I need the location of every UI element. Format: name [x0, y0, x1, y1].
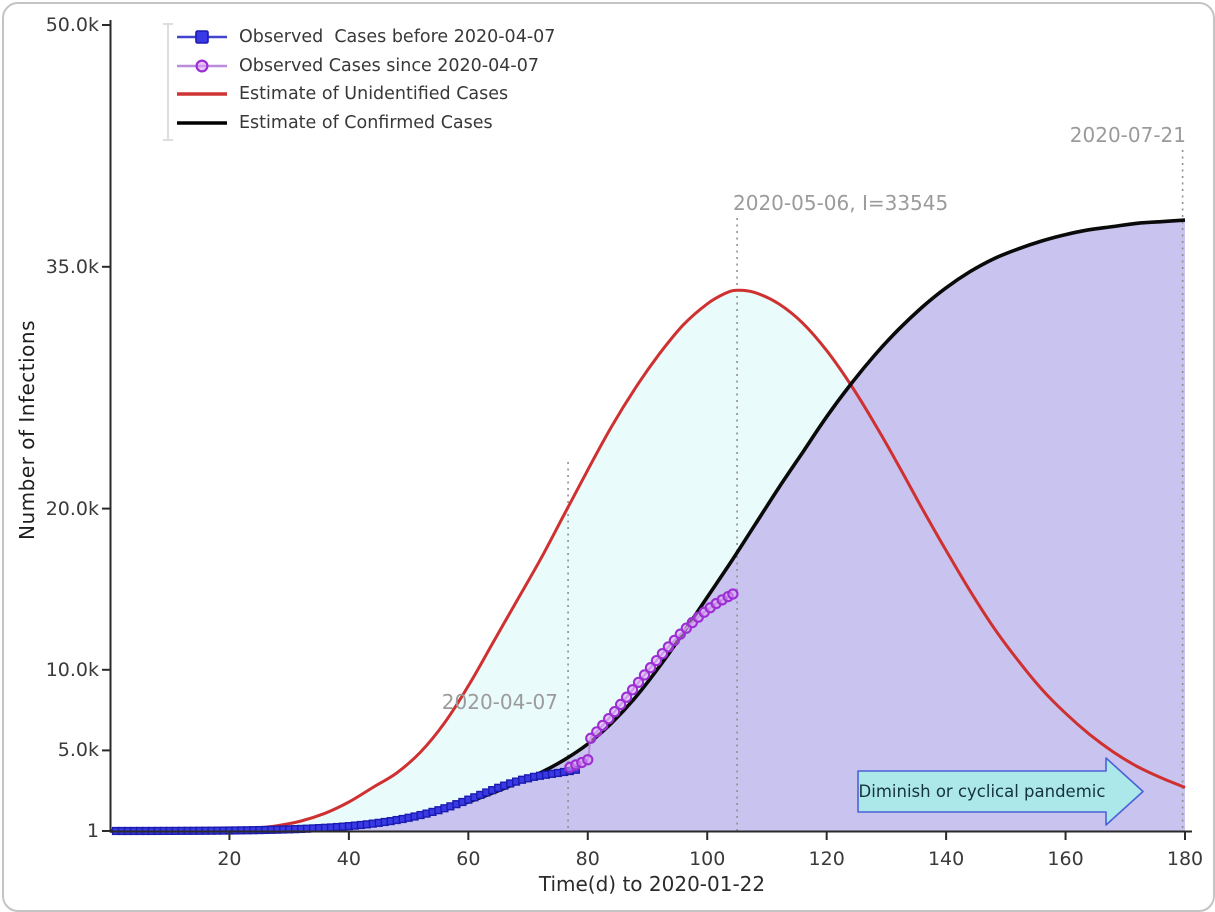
observed-since-series-marker — [609, 706, 621, 718]
legend-guide-cap-top — [163, 23, 173, 25]
y-tick-label-10.0k: 10.0k — [45, 658, 99, 681]
legend-sample-3 — [177, 121, 227, 125]
observed-since-series-marker — [597, 719, 609, 732]
x-tick-label-120: 120 — [808, 848, 845, 870]
x-tick-label-80: 80 — [575, 848, 600, 870]
observed-since-series-marker — [727, 588, 739, 600]
legend-sample-0 — [177, 30, 227, 45]
observed-since-series-marker — [644, 662, 657, 674]
legend-label-2: Estimate of Unidentified Cases — [239, 84, 509, 105]
annotation-2020-04-07: 2020-04-07 — [441, 690, 558, 714]
legend-guide-line — [167, 23, 169, 141]
observed-since-series-marker — [632, 676, 645, 689]
legend-sample-2 — [177, 92, 227, 97]
observed-since-series-marker — [582, 754, 594, 766]
observed-since-series-marker — [603, 712, 615, 725]
diminish-arrow — [857, 757, 1144, 826]
fill-under-confirmed — [110, 220, 1185, 832]
x-tick-label-100: 100 — [689, 848, 726, 870]
y-tick-label-20.0k: 20.0k — [45, 497, 99, 520]
x-tick-label-20: 20 — [217, 848, 242, 870]
legend-entry-2: Estimate of Unidentified Cases — [176, 80, 555, 109]
legend-guide-cap-bottom — [163, 139, 173, 141]
legend-label-1: Observed Cases since 2020-04-07 — [239, 55, 539, 76]
x-tick-label-40: 40 — [336, 848, 361, 870]
annotation-2020-05-06-peak: 2020-05-06, I=33545 — [733, 191, 949, 215]
x-tick-label-160: 160 — [1047, 848, 1084, 870]
observed-since-series-marker — [620, 691, 633, 703]
unidentified-cases-curve — [109, 288, 1186, 833]
legend-entry-3: Estimate of Confirmed Cases — [176, 109, 555, 138]
observed-since-series-marker — [656, 648, 669, 660]
x-tick-label-180: 180 — [1166, 848, 1204, 870]
y-tick-label-1: 1 — [86, 819, 99, 842]
x-axis-title: Time(d) to 2020-01-22 — [538, 872, 766, 896]
observed-since-series-marker — [650, 654, 663, 667]
observed-since-series-marker — [638, 669, 651, 681]
legend-label-0: Observed Cases before 2020-04-07 — [239, 27, 556, 48]
annotation-2020-07-21: 2020-07-21 — [1069, 123, 1186, 147]
legend-label-3: Estimate of Confirmed Cases — [239, 113, 493, 134]
y-tick-label-50.0k: 50.0k — [45, 14, 99, 36]
x-tick-label-140: 140 — [927, 848, 965, 870]
legend-entry-1: Observed Cases since 2020-04-07 — [176, 52, 555, 81]
x-tick-label-60: 60 — [456, 848, 481, 870]
diminish-arrow-label: Diminish or cyclical pandemic — [858, 782, 1106, 801]
y-tick-label-35.0k: 35.0k — [45, 255, 99, 278]
observed-since-series-marker — [626, 684, 639, 696]
observed-since-series-marker — [614, 698, 627, 711]
legend-entry-0: Observed Cases before 2020-04-07 — [176, 23, 555, 52]
legend: Observed Cases before 2020-04-07 Observed… — [176, 23, 555, 137]
legend-sample-1 — [177, 59, 227, 73]
y-tick-label-5.0k: 5.0k — [57, 739, 99, 762]
